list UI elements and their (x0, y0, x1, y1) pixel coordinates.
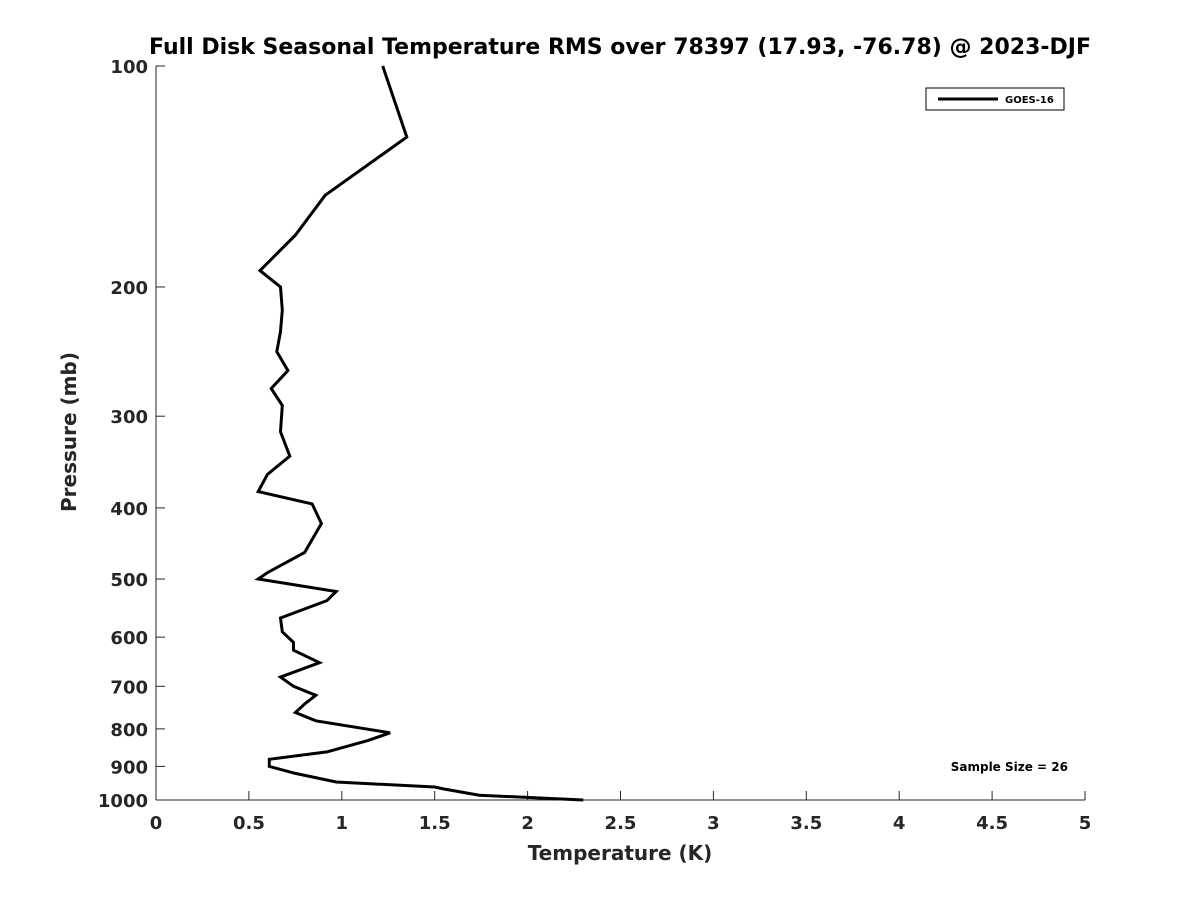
y-tick-label: 100 (110, 57, 148, 78)
y-tick-label: 200 (110, 278, 148, 299)
y-tick-label: 1000 (98, 791, 148, 812)
x-tick-label: 4.5 (976, 813, 1008, 834)
y-tick-label: 900 (110, 757, 148, 778)
sample-size-annotation: Sample Size = 26 (951, 760, 1068, 774)
chart-title: Full Disk Seasonal Temperature RMS over … (149, 35, 1091, 60)
y-tick-label: 700 (110, 677, 148, 698)
x-tick-label: 0.5 (233, 813, 265, 834)
y-tick-label: 400 (110, 499, 148, 520)
x-ticks: 0 0.5 1 1.5 2 2.5 3 3.5 4 4.5 5 (150, 791, 1092, 834)
x-tick-label: 5 (1079, 813, 1092, 834)
x-tick-label: 1 (336, 813, 349, 834)
x-axis-label: Temperature (K) (528, 841, 713, 865)
legend-label-goes-16: GOES-16 (1005, 95, 1054, 106)
x-tick-label: 0 (150, 813, 163, 834)
x-tick-label: 3.5 (790, 813, 822, 834)
legend: GOES-16 (925, 87, 1065, 111)
plot-area: 0 0.5 1 1.5 2 2.5 3 3.5 4 4.5 5 100 200 300 400 500 600… (98, 57, 1091, 834)
x-tick-label: 4 (893, 813, 906, 834)
y-axis-label: Pressure (mb) (57, 352, 81, 512)
y-tick-label: 600 (110, 628, 148, 649)
series-line-goes-16 (254, 65, 584, 802)
y-ticks: 100 200 300 400 500 600 700 800 900 1000 (98, 57, 165, 812)
x-tick-label: 1.5 (419, 813, 451, 834)
y-tick-label: 500 (110, 570, 148, 591)
x-tick-label: 2 (521, 813, 534, 834)
x-tick-label: 3 (707, 813, 720, 834)
series-layer (254, 65, 584, 802)
x-tick-label: 2.5 (605, 813, 637, 834)
y-tick-label: 300 (110, 407, 148, 428)
y-tick-label: 800 (110, 720, 148, 741)
